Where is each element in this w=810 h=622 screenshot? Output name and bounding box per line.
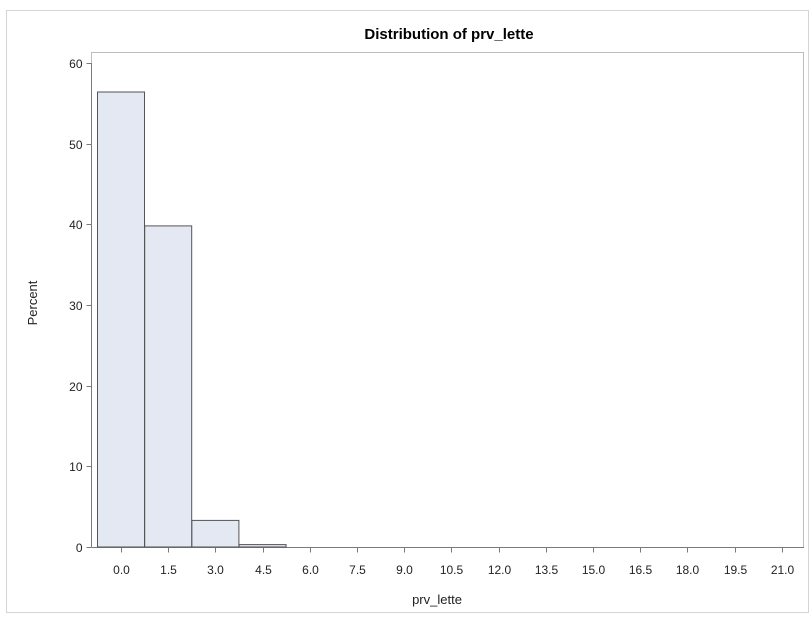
x-tick-label: 18.0 (676, 563, 700, 577)
y-tick-label: 10 (69, 460, 83, 474)
histogram-bar (144, 225, 193, 548)
x-tick-label: 4.5 (255, 563, 272, 577)
x-tick-label: 10.5 (440, 563, 464, 577)
y-tick-label: 40 (69, 218, 83, 232)
x-axis-label: prv_lette (412, 592, 462, 607)
x-tick-label: 15.0 (582, 563, 606, 577)
histogram-bar (238, 544, 287, 548)
y-tick-label: 30 (69, 299, 83, 313)
plot-area (91, 52, 804, 548)
x-tick-label: 0.0 (113, 563, 130, 577)
y-tick-label: 60 (69, 57, 83, 71)
x-tick-label: 3.0 (207, 563, 224, 577)
y-axis: 0 10 20 30 40 50 60 (69, 57, 92, 555)
x-tick-label: 7.5 (349, 563, 366, 577)
x-tick-label: 12.0 (488, 563, 512, 577)
histogram-bar (191, 519, 240, 548)
histogram-bar (97, 91, 145, 548)
y-tick-label: 20 (69, 380, 83, 394)
y-axis-label: Percent (25, 280, 40, 325)
x-tick-label: 1.5 (160, 563, 177, 577)
x-tick-label: 13.5 (535, 563, 559, 577)
x-tick-label: 19.5 (724, 563, 748, 577)
y-tick-label: 0 (76, 541, 83, 555)
x-tick-label: 9.0 (396, 563, 413, 577)
x-tick-label: 16.5 (629, 563, 653, 577)
x-tick-label: 21.0 (771, 563, 795, 577)
x-tick-label: 6.0 (302, 563, 319, 577)
y-tick-label: 50 (69, 138, 83, 152)
chart-title: Distribution of prv_lette (364, 26, 533, 43)
bars (97, 91, 287, 548)
